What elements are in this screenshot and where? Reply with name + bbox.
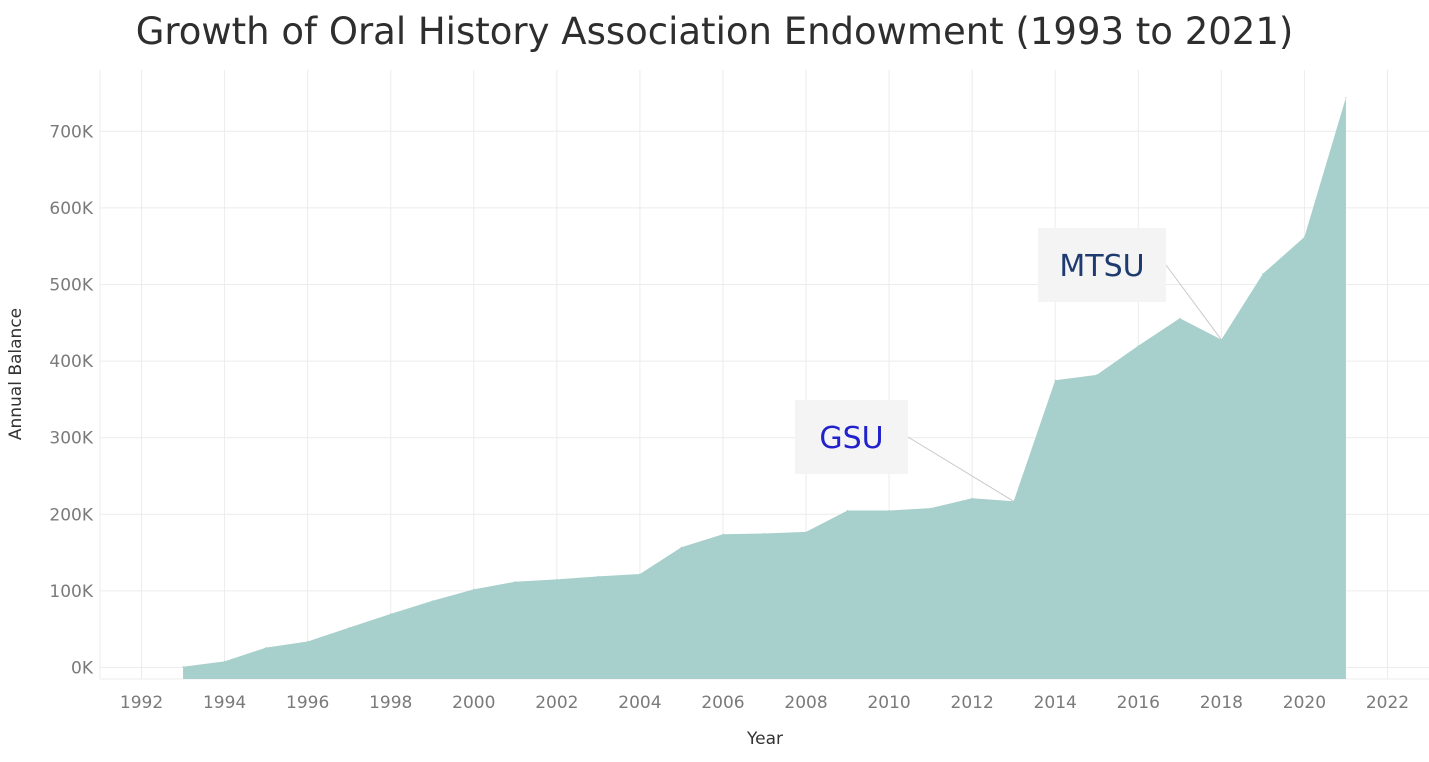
x-tick-label: 2014: [1034, 693, 1077, 713]
annotation-box: [795, 400, 908, 474]
x-tick-label: 2012: [951, 693, 994, 713]
data-point: [265, 646, 267, 649]
y-tick-label: 100K: [49, 582, 93, 602]
annotations: GSU MTSU: [795, 228, 1222, 502]
data-point: [1137, 345, 1139, 347]
annotation-box: [1038, 228, 1166, 302]
data-point: [182, 666, 184, 668]
x-tick-label: 2004: [618, 693, 661, 713]
data-point: [722, 533, 724, 535]
x-tick-label: 2022: [1366, 693, 1409, 713]
annotation-leader-line: [1165, 264, 1222, 340]
annotation-label: GSU: [819, 421, 883, 456]
x-tick-label: 2016: [1117, 693, 1160, 713]
y-tick-label: 200K: [49, 505, 93, 525]
annotation-label: MTSU: [1059, 249, 1144, 284]
data-point: [1096, 374, 1098, 376]
data-point: [1054, 379, 1056, 381]
area-series: [182, 96, 1347, 679]
x-tick-label: 1996: [286, 693, 329, 713]
data-point: [1303, 236, 1306, 238]
x-tick-label: 2018: [1200, 693, 1243, 713]
data-point: [1262, 273, 1264, 275]
y-tick-label: 300K: [49, 429, 93, 449]
data-point: [348, 627, 350, 629]
data-point: [846, 509, 849, 512]
data-point: [390, 613, 392, 615]
annotation-leader-line: [907, 436, 1014, 502]
data-point: [473, 588, 475, 590]
x-tick-label: 1994: [203, 693, 246, 713]
y-axis-label: Annual Balance: [6, 308, 26, 440]
data-point: [1179, 317, 1181, 319]
data-point: [556, 578, 558, 581]
x-tick-label: 2002: [535, 693, 578, 713]
data-point: [680, 546, 683, 548]
data-point: [639, 573, 641, 575]
x-tick-label: 1998: [369, 693, 412, 713]
x-tick-label: 2020: [1283, 693, 1326, 713]
data-point: [930, 507, 932, 509]
data-point: [763, 532, 766, 535]
y-tick-label: 500K: [49, 275, 93, 295]
x-tick-label: 2000: [452, 693, 495, 713]
data-point: [1345, 96, 1347, 99]
data-point: [805, 531, 807, 533]
x-tick-label: 2008: [784, 693, 827, 713]
area-fill: [183, 97, 1346, 679]
y-tick-label: 0K: [71, 659, 94, 679]
x-axis-label: Year: [746, 729, 783, 749]
x-tick-label: 2006: [701, 693, 744, 713]
y-tick-label: 400K: [49, 352, 93, 372]
y-tick-label: 700K: [49, 122, 93, 142]
axis-ticks: 1992 1994 1996 1998 2000 2002 2004 2006 2008 2010…: [49, 122, 1409, 713]
data-point: [888, 509, 890, 512]
y-tick-label: 600K: [49, 199, 93, 219]
x-tick-label: 2010: [867, 693, 910, 713]
data-point: [597, 575, 599, 577]
data-point: [431, 600, 433, 602]
data-point: [971, 497, 973, 499]
data-point: [307, 640, 309, 643]
x-tick-label: 1992: [120, 693, 163, 713]
data-point: [514, 581, 516, 583]
data-point: [223, 660, 226, 662]
chart-title: Growth of Oral History Association Endow…: [135, 10, 1294, 53]
